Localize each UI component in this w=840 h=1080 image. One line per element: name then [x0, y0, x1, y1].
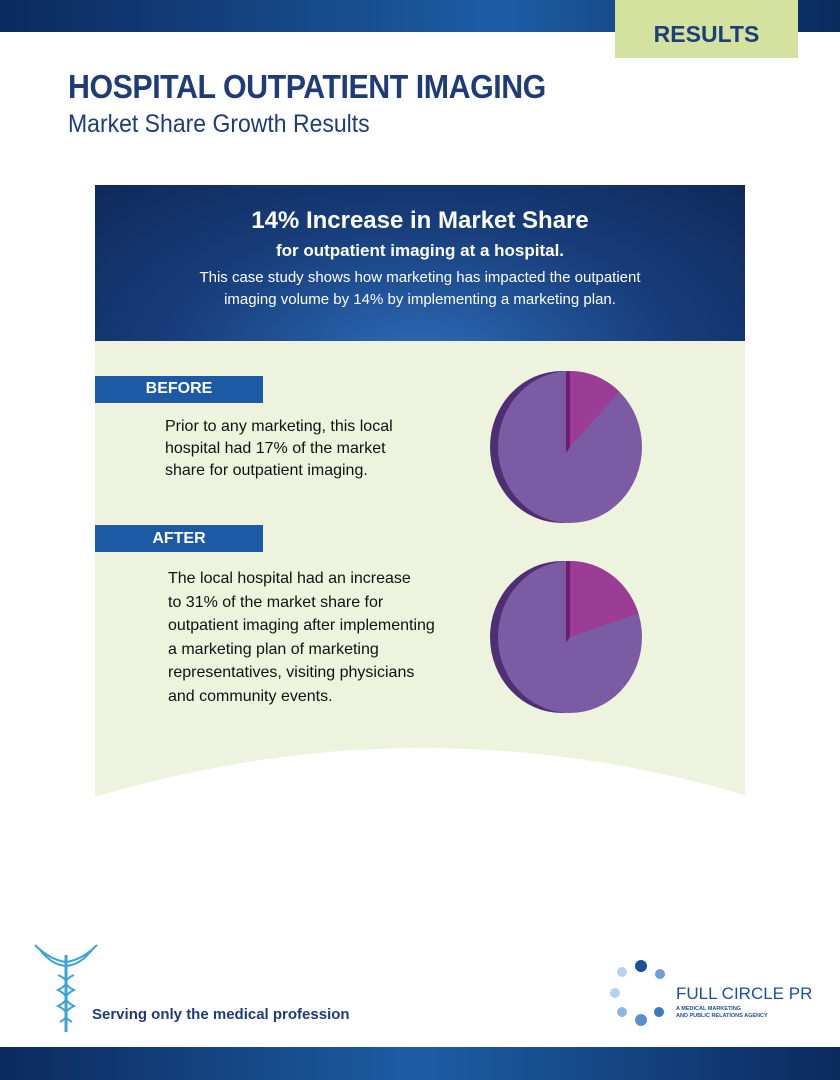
label-bar: [95, 376, 263, 403]
section-label: BEFORE: [145, 380, 213, 397]
text-line: outpatient imaging after implementing: [168, 617, 435, 634]
text-line: hospital had 17% of the market: [165, 440, 386, 457]
section-label: AFTER: [152, 530, 206, 547]
text-line: to 31% of the market share for: [168, 593, 384, 611]
banner: 14% Increase in Market Share for outpati…: [95, 185, 745, 341]
text-line: share for outpatient imaging.: [165, 462, 368, 479]
section-text: Prior to any marketing, this local hospi…: [165, 416, 393, 482]
tab: RESULTS: [615, 0, 798, 58]
section-text: The local hospital had an increase to 31…: [168, 567, 435, 708]
text-line: The local hospital had an increase: [168, 570, 411, 587]
banner-subhead: for outpatient imaging at a hospital.: [275, 241, 565, 260]
banner-line: This case study shows how marketing has …: [199, 269, 641, 286]
banner-text: This case study shows how marketing has …: [95, 267, 745, 311]
logo-dots: [610, 960, 665, 1026]
pie-slice-side: [566, 371, 570, 453]
logo-name: FULL CIRCLE PR: [676, 984, 813, 1003]
bottom-bar: [0, 1047, 840, 1080]
logo-sub-line: AND PUBLIC RELATIONS AGENCY: [676, 1013, 768, 1019]
text-line: Prior to any marketing, this local: [165, 418, 393, 435]
logo-sub: A MEDICAL MARKETING AND PUBLIC RELATIONS…: [676, 1006, 768, 1020]
label-bar: [95, 525, 263, 552]
logo-sub-line: A MEDICAL MARKETING: [676, 1006, 742, 1012]
tagline: Serving only the medical profession: [92, 1006, 350, 1023]
subtitle: Market Share Growth Results: [68, 110, 370, 138]
text-line: representatives, visiting physicians: [168, 664, 415, 681]
text-line: and community events.: [168, 687, 333, 705]
pie-slice-side: [566, 561, 570, 643]
banner-line: imaging volume by 14% by implementing a …: [224, 291, 616, 308]
text-line: a marketing plan of marketing: [168, 640, 379, 658]
pie-slice: [570, 371, 620, 447]
tab-label: RESULTS: [653, 21, 760, 47]
banner-headline: 14% Increase in Market Share: [251, 207, 589, 234]
pie-slice: [570, 561, 639, 637]
caduceus: [34, 944, 98, 1032]
title: HOSPITAL OUTPATIENT IMAGING: [68, 68, 546, 105]
